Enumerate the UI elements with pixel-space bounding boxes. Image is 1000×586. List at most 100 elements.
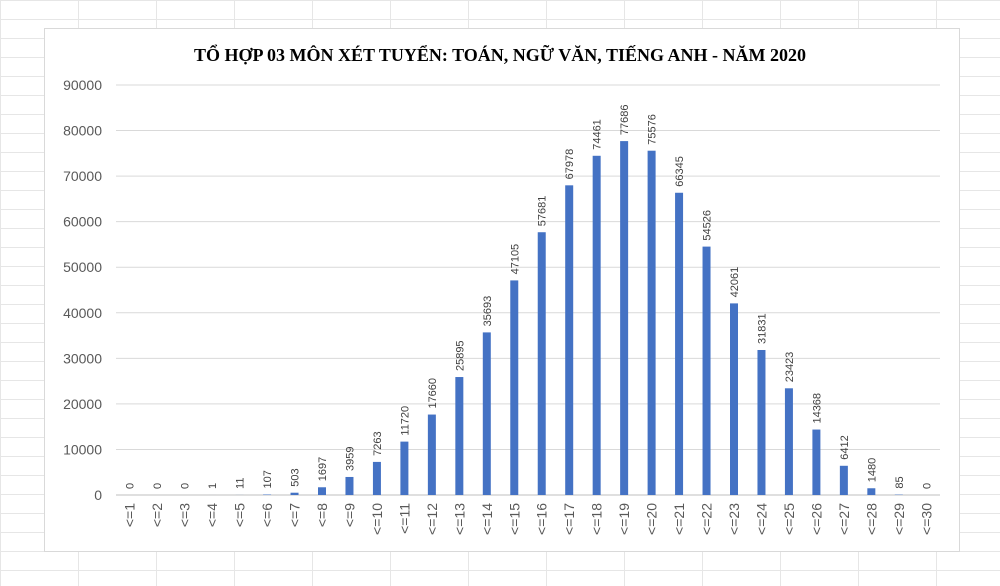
x-tick-label: <=15 [506,503,522,535]
bar [702,246,711,495]
x-tick-label: <=19 [616,503,632,535]
bar [730,303,738,495]
y-tick-label: 70000 [63,168,102,184]
x-tick-label: <=11 [396,503,412,534]
data-label: 0 [921,483,933,489]
y-tick-label: 30000 [63,350,102,366]
data-label: 1697 [317,457,329,481]
data-label: 74461 [592,119,604,150]
x-tick-label: <=4 [204,503,220,527]
y-axis: 0 10000 20000 30000 40000 50000 60000 70000 8000… [63,77,102,503]
data-label: 23423 [784,352,796,383]
data-label: 54526 [702,210,714,241]
x-tick-label: <=22 [699,503,715,535]
bar [867,488,876,495]
data-label: 31831 [756,313,768,344]
data-label: 1 [207,483,219,489]
x-tick-label: <=23 [726,503,742,535]
data-label: 7263 [372,431,384,455]
bar [318,487,326,495]
x-tick-label: <=14 [479,503,495,535]
bar [290,492,299,495]
y-tick-label: 60000 [63,214,102,230]
bar [345,476,354,495]
x-tick-label: <=29 [891,503,907,535]
data-label: 107 [262,470,274,488]
x-tick-label: <=20 [644,503,660,535]
data-label: 0 [152,483,164,489]
data-label: 42061 [729,267,741,298]
x-tick-label: <=6 [259,503,275,527]
bar [510,280,519,495]
bar [372,461,381,495]
chart-title: TỔ HỢP 03 MÔN XÉT TUYỂN: TOÁN, NGỮ VĂN, … [194,44,806,65]
data-label: 35693 [482,296,494,327]
data-label: 6412 [839,435,851,459]
y-tick-label: 40000 [63,305,102,321]
y-tick-label: 0 [94,487,102,503]
data-label: 66345 [674,156,686,187]
x-tick-label: <=25 [781,503,797,535]
bar [839,465,848,495]
x-tick-label: <=17 [561,503,577,535]
bar [647,150,656,495]
bar [482,332,491,495]
x-tick-label: <=8 [314,503,330,527]
bar [812,429,821,495]
gridlines [116,84,940,496]
data-label: 77686 [619,105,631,136]
x-tick-label: <=13 [451,503,467,535]
x-tick-label: <=2 [149,503,165,527]
bar [592,155,601,496]
data-label: 25895 [454,340,466,371]
x-axis: <=1 <=2 <=3 <=4 <=5 <=6 <=7 <=8 <=9 <=10 <=11 <=12 <… [122,503,935,535]
bar [537,232,546,495]
bars [208,141,903,496]
y-tick-label: 50000 [63,259,102,275]
data-label: 11720 [399,406,411,436]
data-label: 17660 [427,378,439,409]
bar [565,185,574,495]
x-tick-label: <=16 [534,503,550,535]
data-label: 67978 [564,149,576,180]
bar [620,141,629,495]
data-label: 503 [290,468,302,486]
x-tick-label: <=18 [589,503,605,535]
bar [400,441,409,495]
x-tick-label: <=21 [671,503,687,535]
x-tick-label: <=30 [918,503,934,535]
y-tick-label: 80000 [63,123,102,139]
x-tick-label: <=9 [341,503,357,527]
x-tick-label: <=10 [369,503,385,535]
data-label: 0 [180,483,192,489]
y-tick-label: 10000 [63,441,102,457]
x-tick-label: <=12 [424,503,440,535]
data-labels: 0 0 0 1 11 107 503 1697 395972631172017660258953… [125,105,934,489]
data-label: 11 [235,478,247,489]
x-tick-label: <=7 [287,503,303,527]
data-label: 0 [125,483,137,489]
x-tick-label: <=5 [232,503,248,527]
data-label: 14368 [811,393,823,424]
x-tick-label: <=28 [863,503,879,535]
bar [427,414,436,495]
bar [455,377,464,495]
data-label: 75576 [647,114,659,145]
data-label: 57681 [537,196,549,227]
x-tick-label: <=1 [122,503,138,527]
x-tick-label: <=27 [836,503,852,535]
y-tick-label: 20000 [63,396,102,412]
bar [675,192,684,496]
x-tick-label: <=3 [177,503,193,527]
data-label: 3959 [344,446,356,470]
chart-area[interactable] [44,28,960,552]
data-label: 47105 [509,244,521,275]
x-tick-label: <=24 [753,503,769,535]
bar [784,388,793,495]
x-tick-label: <=26 [808,503,824,535]
data-label: 85 [894,476,906,488]
data-label: 1480 [866,458,878,482]
bar [757,349,766,495]
